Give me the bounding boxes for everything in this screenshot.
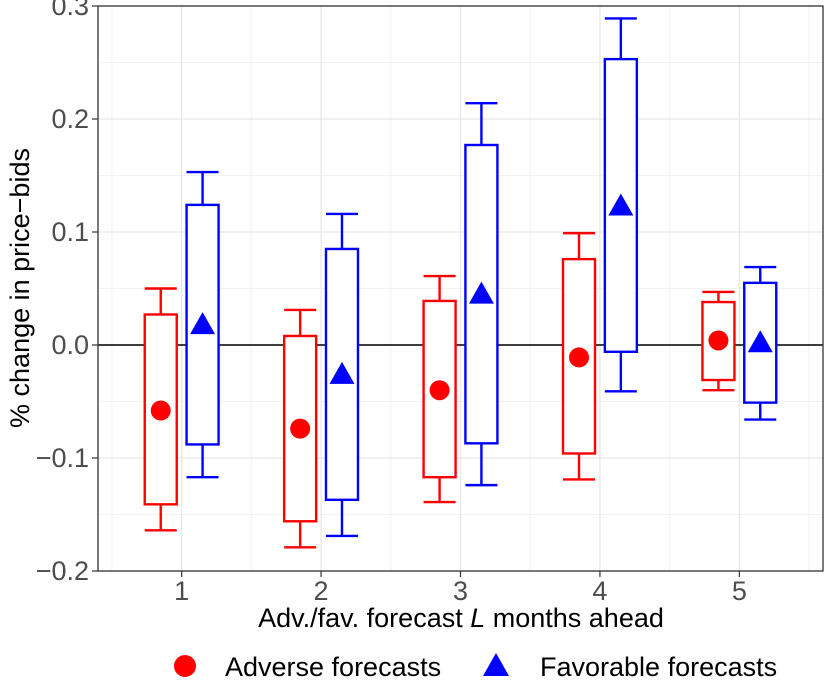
estimate-point	[290, 419, 310, 439]
point-group-1-0	[187, 172, 219, 477]
x-tick-label-0: 1	[174, 576, 189, 606]
estimate-point	[151, 401, 171, 421]
estimate-point	[708, 330, 728, 350]
legend-adverse-circle-icon	[174, 655, 196, 677]
legend-adverse-label: Adverse forecasts	[225, 652, 441, 682]
estimate-point	[569, 347, 589, 367]
estimate-point	[430, 380, 450, 400]
point-group-1-4	[744, 267, 776, 420]
y-tick-label-1: −0.1	[36, 443, 89, 473]
y-tick-label-2: 0.0	[51, 330, 89, 360]
legend-favorable-label: Favorable forecasts	[540, 652, 777, 682]
point-group-1-3	[605, 18, 637, 391]
x-tick-label-3: 4	[592, 576, 607, 606]
point-group-1-2	[465, 103, 497, 485]
x-tick-label-4: 5	[732, 576, 747, 606]
y-tick-label-3: 0.1	[51, 217, 89, 247]
y-tick-label-4: 0.2	[51, 104, 89, 134]
x-axis-title: Adv./fav. forecast L months ahead	[258, 603, 664, 633]
x-axis-title-prefix: Adv./fav. forecast	[258, 603, 470, 633]
y-tick-label-0: −0.2	[36, 556, 89, 586]
point-group-0-2	[424, 276, 456, 502]
chart: −0.2 −0.1 0.0 0.1 0.2 0.3 1 2 3 4 5 % change in p…	[0, 0, 830, 692]
x-tick-label-2: 3	[453, 576, 468, 606]
y-axis-title: % change in price−bids	[5, 148, 35, 428]
point-group-0-1	[284, 310, 316, 547]
y-tick-label-5: 0.3	[51, 0, 89, 21]
x-tick-label-1: 2	[314, 576, 329, 606]
point-group-0-0	[145, 289, 177, 531]
point-group-0-4	[702, 292, 734, 390]
x-axis-title-variable: L	[470, 603, 485, 633]
x-axis-title-suffix: months ahead	[485, 603, 664, 633]
point-group-1-1	[326, 214, 358, 536]
point-group-0-3	[563, 233, 595, 479]
